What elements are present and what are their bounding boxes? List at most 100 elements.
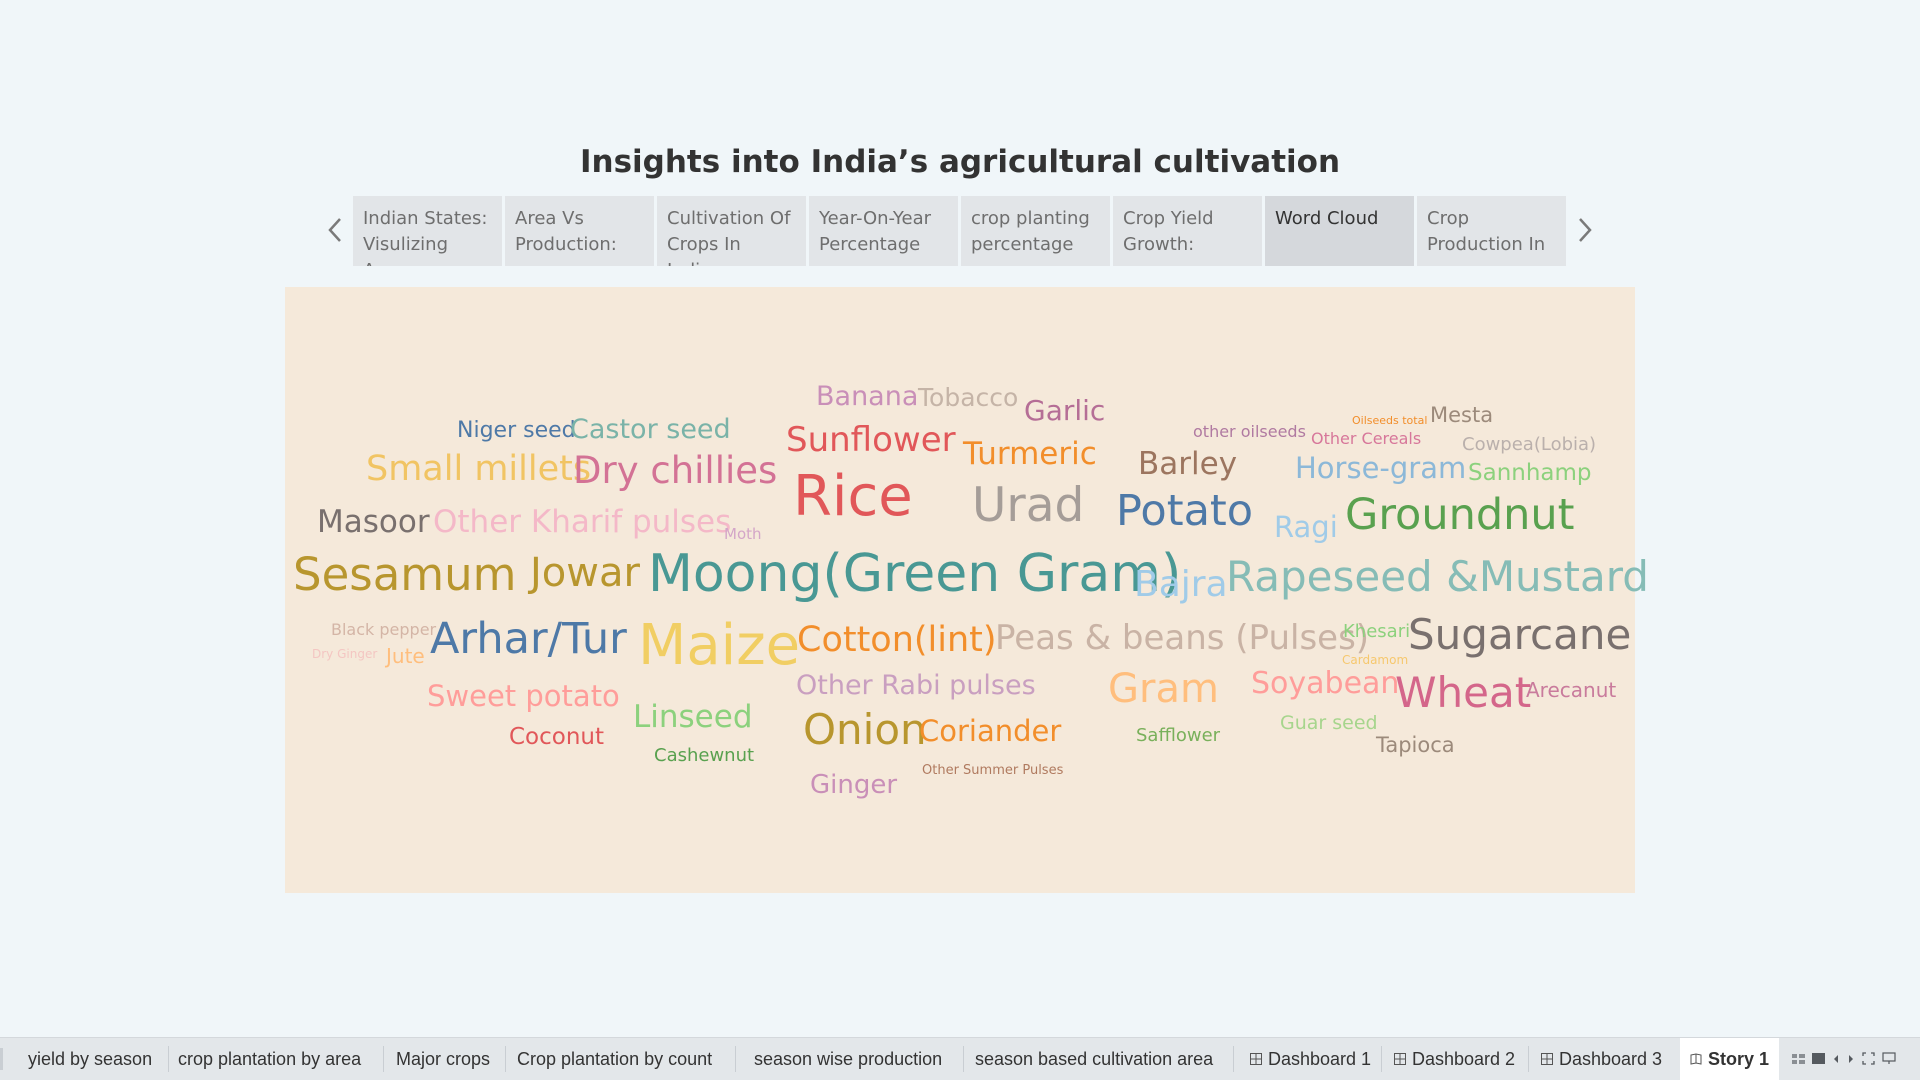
word-cloud-word[interactable]: Potato	[1116, 486, 1254, 537]
word-cloud-word[interactable]: Horse-gram	[1295, 451, 1467, 486]
word-cloud-word[interactable]: Tapioca	[1376, 733, 1455, 758]
sheet-tab-label: yield by season	[28, 1048, 153, 1069]
word-cloud-word[interactable]: Other Cereals	[1311, 429, 1422, 449]
word-cloud-word[interactable]: Other Summer Pulses	[922, 762, 1064, 778]
word-cloud-panel: Banana Tobacco Garlic Oilseeds total Mesta Ni…	[285, 287, 1649, 893]
sheet-tab[interactable]: crop plantation by area	[178, 1038, 361, 1080]
word-cloud-word[interactable]: Gram	[1108, 666, 1219, 712]
word-cloud-word[interactable]: Turmeric	[963, 435, 1097, 472]
fullscreen-icon[interactable]	[1862, 1052, 1875, 1065]
sheet-sorter-icon[interactable]	[1792, 1053, 1805, 1064]
story-point-7[interactable]: Crop Production In	[1417, 196, 1566, 266]
word-cloud-word[interactable]: Niger seed	[457, 418, 576, 444]
word-cloud-word[interactable]: Groundnut	[1345, 490, 1575, 541]
word-cloud-word[interactable]: Rapeseed &Mustard	[1226, 552, 1649, 602]
presentation-icon[interactable]	[1882, 1052, 1896, 1065]
word-cloud-word[interactable]: Sesamum	[293, 547, 517, 601]
sheet-tab[interactable]: Major crops	[396, 1038, 490, 1080]
sheet-tab[interactable]: Dashboard 1	[1250, 1038, 1371, 1080]
word-cloud-word[interactable]: Jute	[386, 644, 425, 668]
word-cloud-word[interactable]: Moong(Green Gram)	[648, 543, 1182, 604]
tab-separator	[963, 1046, 964, 1072]
word-cloud-word[interactable]: Cashewnut	[654, 744, 755, 766]
word-cloud-word[interactable]: Cotton(lint)	[797, 620, 997, 661]
story-point-navigator: Indian States: Visulizing AreaArea Vs Pr…	[353, 196, 1566, 266]
word-cloud-word[interactable]: Rice	[793, 464, 913, 530]
word-cloud-word[interactable]: Khesari	[1343, 620, 1411, 642]
chevron-right-icon	[1579, 218, 1592, 242]
word-cloud-word[interactable]: Ginger	[810, 769, 898, 800]
word-cloud-word[interactable]: Dry Ginger	[312, 646, 378, 661]
story-point-3[interactable]: Year-On-Year Percentage	[809, 196, 958, 266]
sheet-tab-label: Crop plantation by count	[517, 1048, 713, 1069]
next-story-point-button[interactable]	[1571, 213, 1599, 247]
word-cloud-word[interactable]: Small millets	[366, 449, 592, 490]
word-cloud-word[interactable]: Other Rabi pulses	[796, 670, 1036, 702]
sheet-tab[interactable]: season based cultivation area	[975, 1038, 1213, 1080]
word-cloud-word[interactable]: Coriander	[919, 714, 1062, 749]
story-point-5[interactable]: Crop Yield Growth:	[1113, 196, 1262, 266]
sheet-tab[interactable]: Dashboard 3	[1541, 1038, 1662, 1080]
word-cloud-word[interactable]: Urad	[972, 478, 1085, 534]
word-cloud-word[interactable]: Arecanut	[1526, 678, 1617, 702]
word-cloud-word[interactable]: Oilseeds total	[1352, 413, 1428, 427]
story-point-4[interactable]: crop planting percentage	[961, 196, 1110, 266]
word-cloud-word[interactable]: Dry chillies	[573, 448, 778, 492]
word-cloud-word[interactable]: Tobacco	[918, 382, 1019, 412]
story-point-6[interactable]: Word Cloud	[1265, 196, 1414, 266]
word-cloud-word[interactable]: Ragi	[1274, 510, 1338, 545]
word-cloud-word[interactable]: Peas & beans (Pulses)	[995, 618, 1370, 659]
tab-separator	[735, 1046, 736, 1072]
sheet-tab-label: Story 1	[1708, 1048, 1770, 1069]
scroll-left-icon[interactable]	[1832, 1054, 1840, 1064]
word-cloud-word[interactable]: Masoor	[317, 503, 430, 540]
tab-bar-controls	[1792, 1052, 1896, 1065]
word-cloud-word[interactable]: Sannhamp	[1468, 460, 1592, 487]
word-cloud-word[interactable]: Cowpea(Lobia)	[1462, 433, 1597, 455]
word-cloud-word[interactable]: Guar seed	[1280, 711, 1378, 734]
sheet-tab[interactable]: Story 1	[1680, 1038, 1780, 1080]
sheet-tab[interactable]: Crop plantation by count	[517, 1038, 712, 1080]
word-cloud-word[interactable]: Arhar/Tur	[430, 614, 627, 665]
sheet-tab-label: Major crops	[396, 1048, 491, 1069]
word-cloud-word[interactable]: Jowar	[530, 550, 640, 596]
word-cloud-word[interactable]: Sunflower	[786, 420, 956, 461]
word-cloud-word[interactable]: Mesta	[1430, 403, 1494, 428]
word-cloud-word[interactable]: Bajra	[1134, 564, 1228, 606]
word-cloud-word[interactable]: Garlic	[1024, 394, 1106, 428]
word-cloud-word[interactable]: Onion	[803, 705, 927, 755]
word-cloud-word[interactable]: Moth	[724, 525, 762, 544]
story-point-0[interactable]: Indian States: Visulizing Area	[353, 196, 502, 266]
sheet-tab-bar: yield by season crop plantation by area Ma…	[0, 1037, 1920, 1080]
word-cloud-word[interactable]: Sweet potato	[427, 679, 620, 714]
story-title: Insights into India’s agricultural culti…	[579, 144, 1341, 180]
word-cloud-word[interactable]: Sugarcane	[1408, 610, 1632, 660]
word-cloud-word[interactable]: Barley	[1138, 445, 1238, 482]
word-cloud-word[interactable]: other oilseeds	[1193, 422, 1306, 442]
prev-story-point-button[interactable]	[321, 213, 349, 247]
word-cloud-word[interactable]: Wheat	[1395, 668, 1532, 718]
sheet-tab-label: season based cultivation area	[975, 1048, 1214, 1069]
sheet-tab[interactable]: season wise production	[754, 1038, 942, 1080]
story-point-1[interactable]: Area Vs Production:	[505, 196, 654, 266]
tab-bar-edge	[0, 1048, 3, 1070]
sheet-tab[interactable]: Dashboard 2	[1394, 1038, 1515, 1080]
story-point-2[interactable]: Cultivation Of Crops In India:	[657, 196, 806, 266]
word-cloud-word[interactable]: Castor seed	[570, 414, 731, 446]
word-cloud-word[interactable]: Cardamom	[1342, 652, 1409, 667]
word-cloud-word[interactable]: Coconut	[509, 724, 605, 751]
tab-separator	[383, 1046, 384, 1072]
word-cloud-word[interactable]: Linseed	[633, 698, 753, 735]
word-cloud-word[interactable]: Soyabean	[1251, 665, 1400, 701]
word-cloud-word[interactable]: Other Kharif pulses	[433, 503, 732, 540]
word-cloud-word[interactable]: Banana	[816, 381, 919, 413]
dashboard-icon	[1541, 1053, 1553, 1065]
scroll-right-icon[interactable]	[1847, 1054, 1855, 1064]
word-cloud-word[interactable]: Maize	[638, 613, 801, 679]
sheet-tab-label: Dashboard 2	[1412, 1048, 1516, 1069]
word-cloud-word[interactable]: Black pepper	[331, 620, 437, 640]
sheet-tab-label: Dashboard 3	[1559, 1048, 1663, 1069]
filmstrip-icon[interactable]	[1812, 1053, 1825, 1064]
word-cloud-word[interactable]: Safflower	[1136, 724, 1221, 746]
sheet-tab[interactable]: yield by season	[28, 1038, 152, 1080]
